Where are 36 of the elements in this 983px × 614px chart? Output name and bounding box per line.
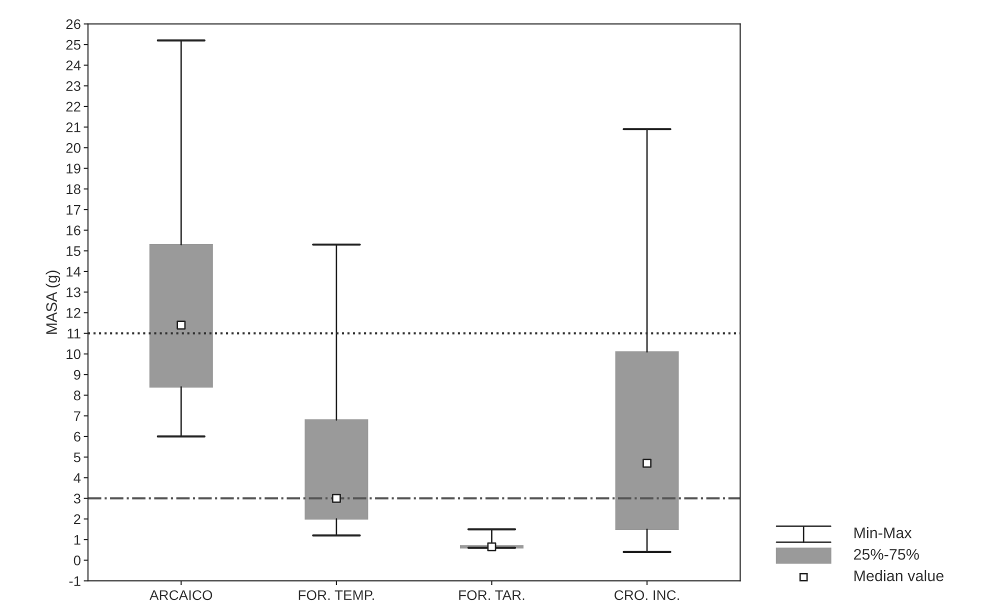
y-tick-label: 18 [66, 184, 80, 194]
y-tick-label: 25 [66, 40, 80, 50]
y-tick-label: 26 [66, 19, 80, 30]
y-tick-label: 7 [74, 411, 80, 421]
y-tick-label: 0 [74, 556, 80, 566]
text: Min-Max [854, 527, 912, 538]
y-tick-label: 16 [66, 226, 80, 236]
text: 25%-75% [854, 548, 919, 560]
y-tick-label: 21 [66, 122, 80, 132]
y-tick-label: 13 [66, 287, 80, 298]
y-tick-label: 6 [74, 432, 80, 442]
text: Median value [854, 570, 944, 582]
y-tick-label: 20 [66, 143, 80, 153]
y-tick-label: 24 [66, 60, 81, 70]
y-tick-label: 22 [66, 102, 80, 112]
y-axis-title: MASA (g) [46, 270, 60, 334]
y-tick-label: 3 [74, 494, 80, 504]
x-tick-label: FOR. TEMP. [298, 590, 374, 600]
y-tick-label: 19 [66, 164, 80, 174]
y-tick-label: 8 [74, 390, 80, 400]
y-tick-label: 4 [74, 473, 81, 483]
x-tick-label: FOR. TAR. [459, 590, 524, 600]
y-tick-label: 2 [74, 514, 80, 524]
x-tick-label: ARCAICO [150, 590, 212, 600]
y-tick-label: 11 [68, 328, 80, 338]
y-tick-label: 17 [66, 205, 80, 215]
y-tick-label: -1 [69, 576, 80, 586]
y-tick-label: 12 [66, 308, 80, 318]
x-tick-label: CRO. INC. [614, 590, 679, 600]
y-tick-label: 9 [74, 370, 80, 380]
y-tick-label: 5 [74, 452, 80, 462]
y-tick-label: 14 [66, 266, 81, 276]
y-tick-label: 15 [66, 246, 80, 256]
y-tick-label: 10 [66, 349, 80, 360]
y-tick-label: 1 [74, 535, 80, 545]
y-tick-label: 23 [66, 81, 80, 91]
